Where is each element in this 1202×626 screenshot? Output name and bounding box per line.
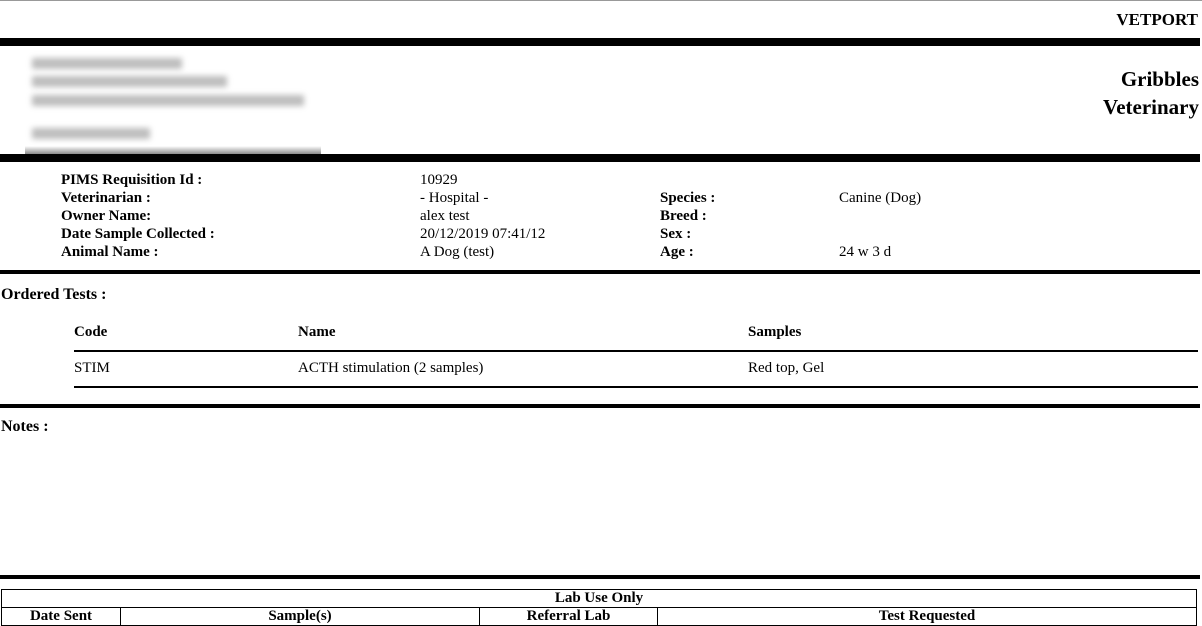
brand: VETPORT: [1116, 10, 1198, 29]
lab-use-title: Lab Use Only: [1, 589, 1197, 608]
sex-label: Sex :: [660, 226, 692, 242]
column-header-samples: Samples: [748, 324, 802, 340]
top-border: [0, 0, 1202, 1]
column-header-code: Code: [74, 324, 108, 340]
species-label: Species :: [660, 190, 716, 206]
animal-value: A Dog (test): [420, 244, 495, 260]
date-label: Date Sample Collected :: [61, 226, 215, 242]
test-code: STIM: [74, 360, 110, 376]
column-header-referral-lab: Referral Lab: [479, 607, 658, 626]
age-value: 24 w 3 d: [839, 244, 892, 260]
test-name: ACTH stimulation (2 samples): [298, 360, 484, 376]
vet-value: - Hospital -: [420, 190, 489, 206]
divider: [0, 575, 1200, 579]
lab-name-line2: Veterinary: [1102, 95, 1199, 119]
owner-label: Owner Name:: [61, 208, 152, 224]
notes-title: Notes :: [1, 418, 49, 435]
test-samples: Red top, Gel: [748, 360, 825, 376]
divider: [0, 404, 1200, 408]
divider: [0, 154, 1200, 162]
lab-name-line1: Gribbles: [1120, 67, 1199, 91]
column-header-samples: Sample(s): [120, 607, 480, 626]
lab-use-table: Lab Use Only Date Sent Sample(s) Referra…: [1, 589, 1197, 626]
column-header-name: Name: [298, 324, 336, 340]
date-value: 20/12/2019 07:41/12: [420, 226, 546, 242]
breed-label: Breed :: [660, 208, 707, 224]
owner-value: alex test: [420, 208, 470, 224]
vet-label: Veterinarian :: [61, 190, 151, 206]
requisition-label: PIMS Requisition Id :: [61, 172, 203, 188]
divider: [0, 38, 1200, 46]
requisition-value: 10929: [420, 172, 458, 188]
age-label: Age :: [660, 244, 694, 260]
animal-label: Animal Name :: [61, 244, 159, 260]
divider: [0, 270, 1200, 274]
ordered-tests-title: Ordered Tests :: [1, 286, 107, 303]
column-header-date-sent: Date Sent: [1, 607, 121, 626]
column-header-test-requested: Test Requested: [657, 607, 1197, 626]
lab-name: Gribbles Veterinary: [1103, 65, 1199, 121]
species-value: Canine (Dog): [839, 190, 922, 206]
